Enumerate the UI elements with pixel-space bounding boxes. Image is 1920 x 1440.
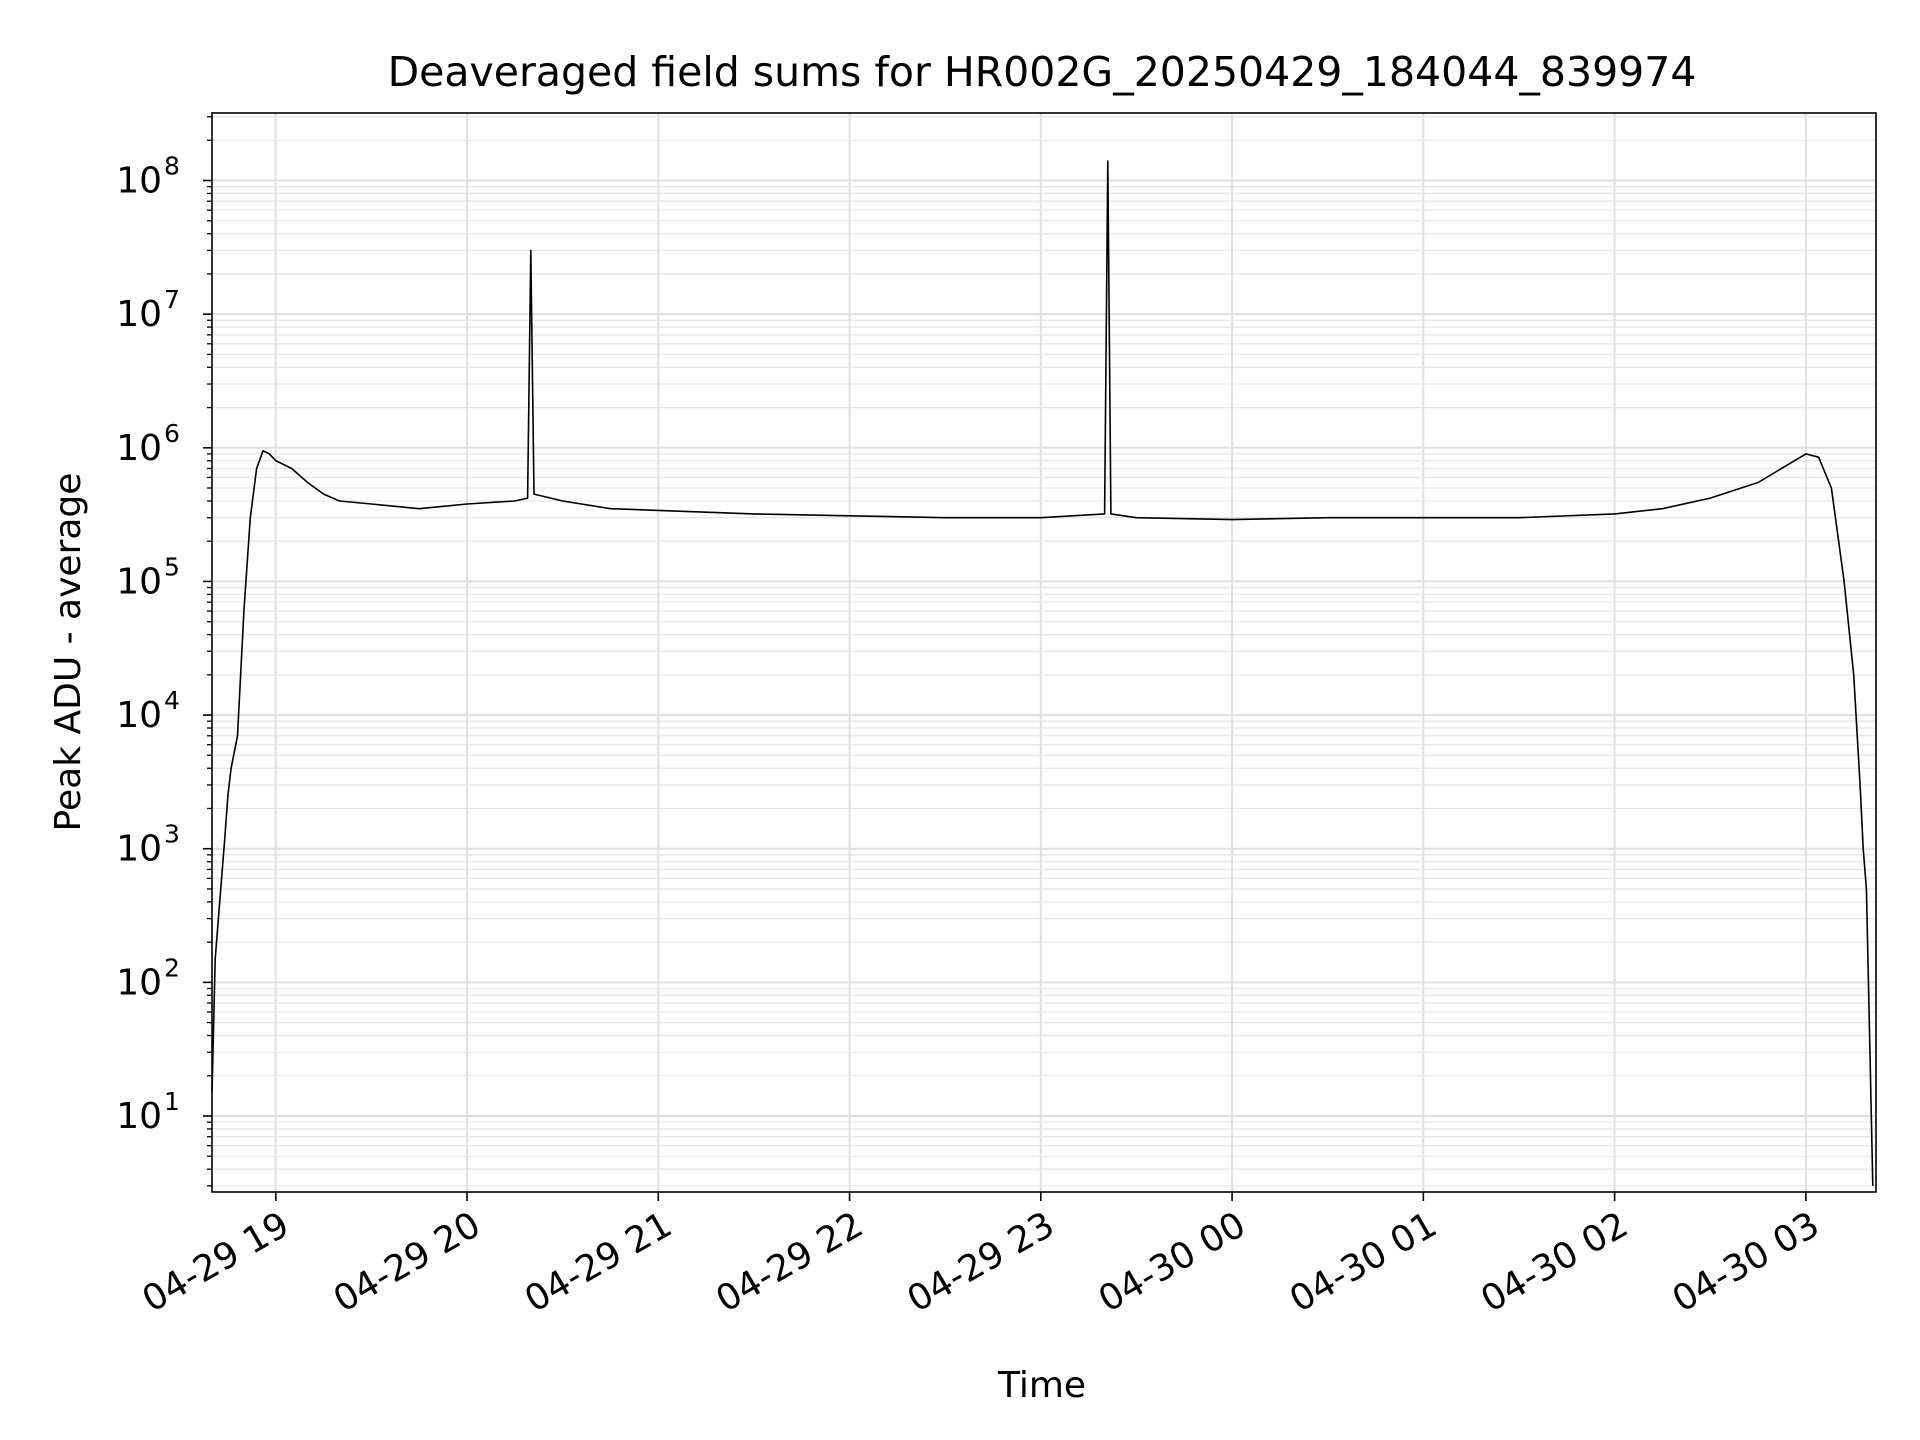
y-tick-exponent: 7 [164, 285, 180, 314]
chart-title: Deaveraged field sums for HR002G_2025042… [388, 48, 1697, 96]
minor-gridlines [212, 116, 1876, 1187]
y-tick-exponent: 6 [164, 419, 180, 448]
y-tick-label: 10 [116, 428, 162, 469]
series-line-0 [211, 160, 1874, 1186]
y-tick-exponent: 5 [164, 552, 180, 581]
plot-area-frame [211, 112, 1877, 1193]
y-tick-label: 10 [116, 161, 162, 202]
y-tick-label: 10 [116, 829, 162, 870]
y-tick-label: 10 [116, 695, 162, 736]
y-tick-exponent: 1 [164, 1087, 180, 1116]
series-layer [211, 160, 1874, 1186]
y-tick-exponent: 4 [164, 686, 180, 715]
y-tick-exponent: 2 [164, 953, 180, 982]
y-axis-label: Peak ADU - average [48, 473, 89, 832]
y-tick-label: 10 [116, 294, 162, 335]
y-tick-label: 10 [116, 1096, 162, 1137]
y-tick-label: 10 [116, 561, 162, 602]
y-tick-exponent: 3 [164, 820, 180, 849]
y-tick-label: 10 [116, 962, 162, 1003]
x-axis-label: Time [997, 1365, 1086, 1406]
y-tick-exponent: 8 [164, 152, 180, 181]
major-gridlines [212, 113, 1876, 1192]
